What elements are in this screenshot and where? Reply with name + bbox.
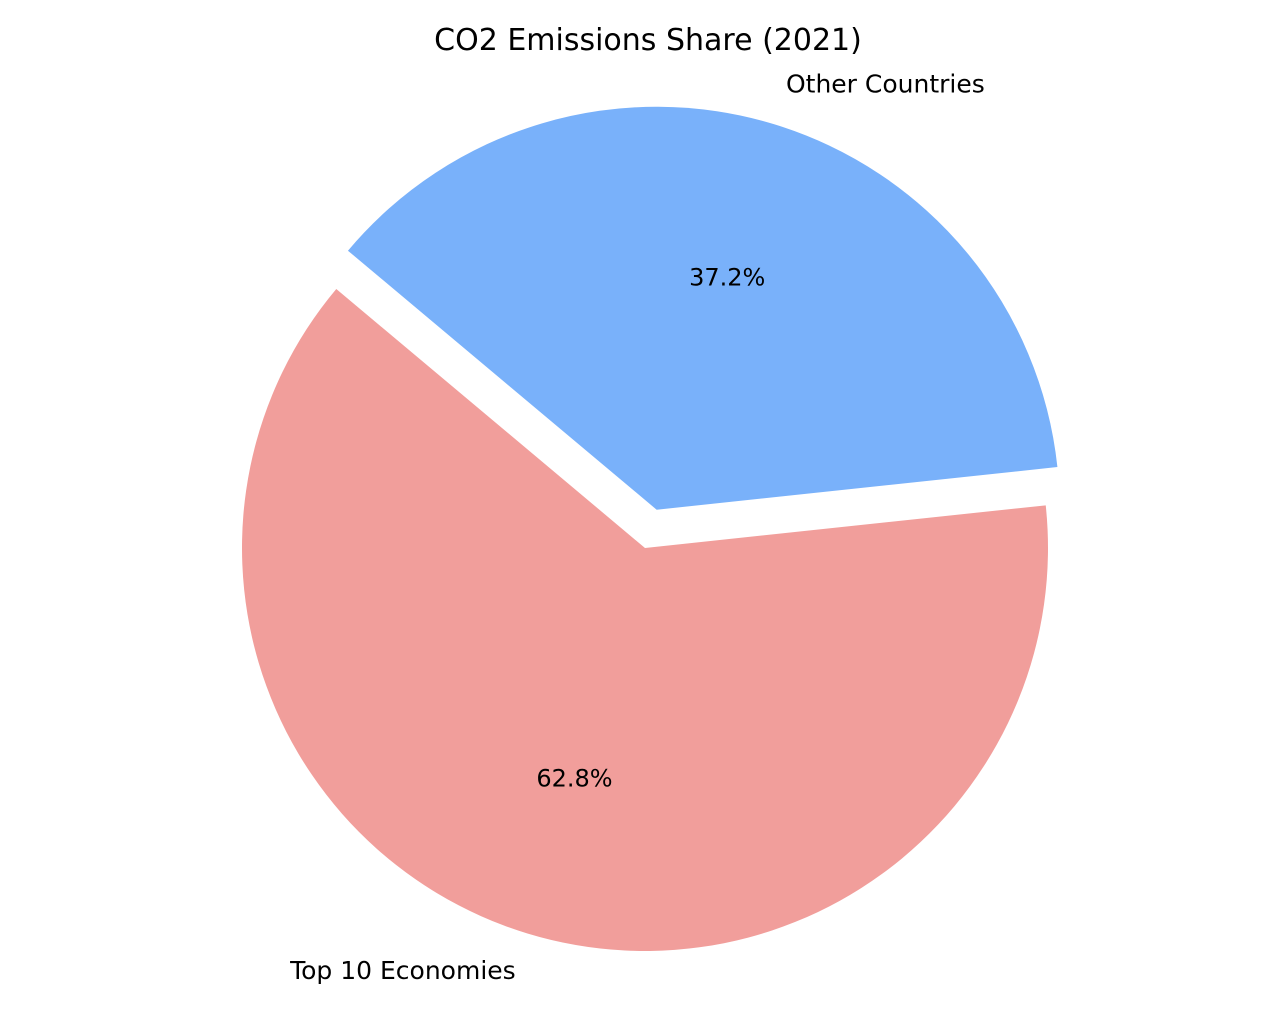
chart-title: CO2 Emissions Share (2021) bbox=[434, 23, 862, 58]
slice-label-other-countries: Other Countries bbox=[786, 70, 985, 99]
labels-layer: Top 10 Economies 62.8% Other Countries 37.2… bbox=[289, 70, 985, 985]
pie-slice-other-countries bbox=[347, 106, 1058, 510]
slice-label-top-10-economies: Top 10 Economies bbox=[289, 956, 516, 985]
slice-percent-other-countries: 37.2% bbox=[689, 263, 765, 291]
pie-slice-top-10-economies bbox=[242, 288, 1049, 951]
slices-layer bbox=[242, 106, 1058, 951]
slice-percent-top-10-economies: 62.8% bbox=[536, 764, 612, 792]
